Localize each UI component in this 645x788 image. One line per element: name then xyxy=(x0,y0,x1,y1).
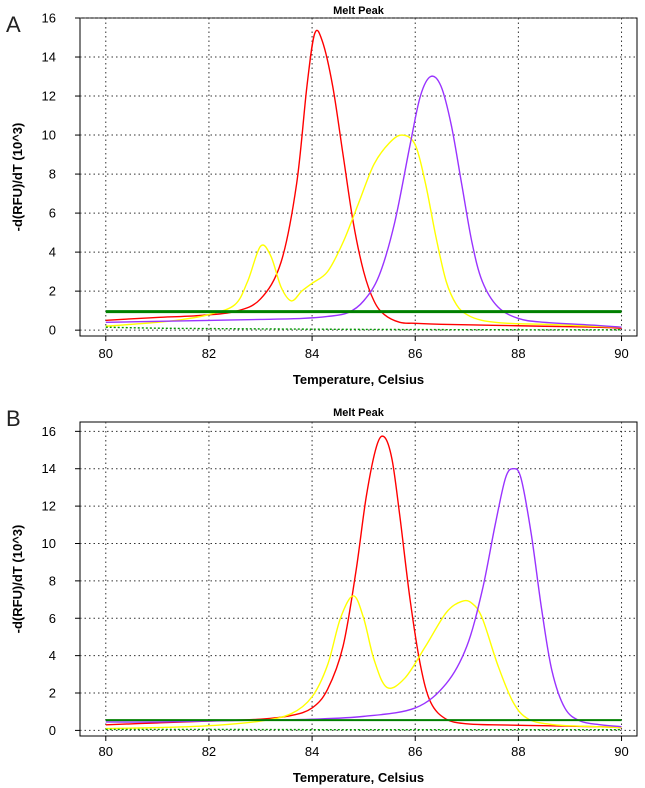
y-tick-label: 14 xyxy=(42,461,56,476)
y-tick-label: 6 xyxy=(49,611,56,626)
series-line-0 xyxy=(105,435,622,729)
y-axis-label: -d(RFU)/dT (10^3) xyxy=(10,525,25,634)
series-line-4 xyxy=(105,326,622,331)
melt-peak-chart-a: Melt Peak 80 82 84 86 88 90 0 2 4 6 8 10 12 14 16 Temper… xyxy=(10,5,638,387)
y-tick-label: 10 xyxy=(42,536,56,551)
x-tick-label: 84 xyxy=(305,744,319,759)
y-tick-label: 4 xyxy=(49,648,56,663)
x-tick-label: 88 xyxy=(511,744,525,759)
y-tick-label: 8 xyxy=(49,167,56,182)
series-line-1 xyxy=(105,595,622,730)
melt-peak-chart-b: Melt Peak 80 82 84 86 88 90 0 2 4 6 8 10 12 14 16 Temper… xyxy=(10,407,638,785)
plot-area xyxy=(79,421,638,737)
x-tick-label: 80 xyxy=(99,744,113,759)
chart-title: Melt Peak xyxy=(333,407,385,419)
series-line-1 xyxy=(105,134,622,328)
y-tick-label: 16 xyxy=(42,11,56,26)
y-tick-label: 2 xyxy=(49,686,56,701)
y-tick-label: 4 xyxy=(49,245,56,260)
y-tick-label: 0 xyxy=(49,723,56,738)
y-tick-label: 16 xyxy=(42,424,56,439)
x-tick-label: 90 xyxy=(614,744,628,759)
y-axis-label: -d(RFU)/dT (10^3) xyxy=(10,123,25,232)
y-tick-label: 6 xyxy=(49,206,56,221)
y-tick-label: 0 xyxy=(49,323,56,338)
x-tick-label: 88 xyxy=(511,346,525,361)
x-tick-label: 86 xyxy=(408,346,422,361)
x-tick-label: 84 xyxy=(305,346,319,361)
x-axis-label: Temperature, Celsius xyxy=(293,770,424,785)
panel-b: B Melt Peak 80 82 84 86 88 90 0 2 4 6 8 10 12 14 16 Temp… xyxy=(0,394,645,788)
y-tick-label: 8 xyxy=(49,573,56,588)
x-tick-label: 90 xyxy=(614,346,628,361)
chart-title: Melt Peak xyxy=(333,5,385,17)
y-tick-label: 12 xyxy=(42,89,56,104)
panel-a: A Melt Peak 80 82 84 86 88 90 0 2 4 6 8 10 12 14 16 Temp… xyxy=(6,5,638,387)
y-tick-label: 10 xyxy=(42,128,56,143)
y-tick-label: 14 xyxy=(42,50,56,65)
plot-area xyxy=(79,17,638,337)
panel-letter: B xyxy=(6,406,21,431)
y-tick-label: 2 xyxy=(49,284,56,299)
x-tick-label: 82 xyxy=(202,346,216,361)
x-tick-label: 86 xyxy=(408,744,422,759)
x-tick-label: 82 xyxy=(202,744,216,759)
y-tick-label: 12 xyxy=(42,499,56,514)
x-tick-label: 80 xyxy=(99,346,113,361)
x-axis-label: Temperature, Celsius xyxy=(293,372,424,387)
panel-letter: A xyxy=(6,12,21,37)
